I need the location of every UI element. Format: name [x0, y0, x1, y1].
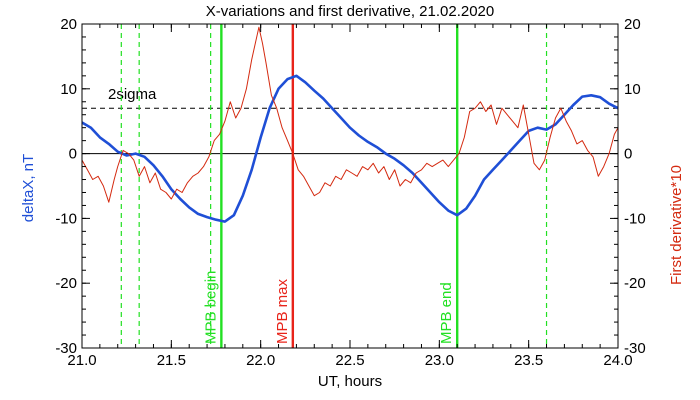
plot-frame [81, 23, 619, 349]
y-axis-label-right: First derivative*10 [668, 165, 685, 285]
y-tick-label-left: -10 [55, 210, 77, 227]
x-tick-label: 22.5 [335, 352, 364, 369]
y-axis-label-left: deltaX, nT [20, 154, 37, 222]
y-tick-label-left: -20 [55, 275, 77, 292]
x-tick-label: 23.5 [514, 352, 543, 369]
y-tick-label-right: 10 [624, 81, 641, 98]
marker-label-2: MPB end [438, 282, 455, 344]
y-tick-label-right: -20 [624, 275, 646, 292]
y-tick-label-right: 20 [624, 16, 641, 33]
x-tick-label: 22.0 [246, 352, 275, 369]
series-layer [81, 26, 619, 223]
x-axis-label: UT, hours [318, 373, 382, 390]
y-tick-label-left: 10 [60, 81, 77, 98]
marker-label-1: MPB max [274, 278, 291, 344]
sigma-label: 2sigma [108, 86, 157, 103]
axes: 21.0 21.5 22.0 22.5 23.0 23.5 24.0 20 10 0 -10 -20 -… [55, 16, 645, 369]
y-tick-label-right: -30 [624, 340, 646, 357]
y-tick-label-left: 0 [69, 146, 77, 163]
x-tick-label: 21.5 [157, 352, 186, 369]
series-line-deltaX [81, 74, 619, 223]
y-tick-label-right: 0 [624, 146, 632, 163]
chart-title: X-variations and first derivative, 21.02… [206, 3, 495, 20]
y-tick-label-right: -10 [624, 210, 646, 227]
x-tick-label: 23.0 [425, 352, 454, 369]
y-tick-label-left: 20 [60, 16, 77, 33]
series-line-derivative [81, 26, 619, 203]
y-tick-label-left: -30 [55, 340, 77, 357]
x-tick-label: 21.0 [67, 352, 96, 369]
x-tick-label: 24.0 [603, 352, 632, 369]
